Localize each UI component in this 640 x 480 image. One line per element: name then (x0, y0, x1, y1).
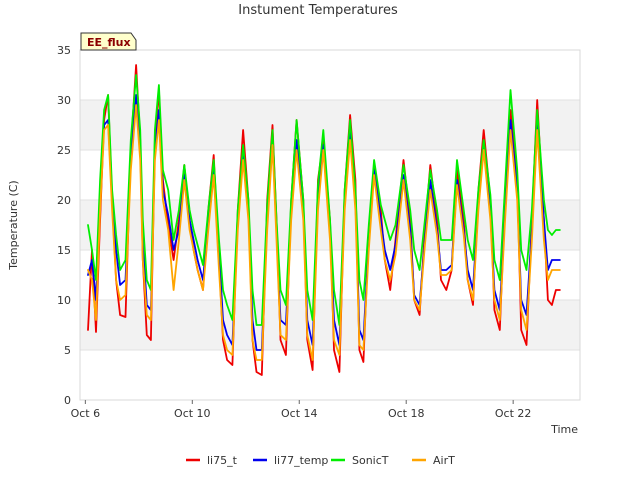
y-axis-ticks: 0 5 10 15 20 25 30 35 (57, 44, 71, 407)
y-tick-label: 5 (64, 344, 71, 357)
series-line-SonicT (87, 74, 561, 326)
x-tick-label: Oct 10 (174, 407, 211, 420)
x-axis-label: Time (550, 423, 578, 436)
badge-shape (80, 32, 137, 51)
legend-item-SonicT: SonicT (331, 454, 389, 467)
x-axis-ticks: Oct 6 Oct 10 Oct 14 Oct 18 Oct 22 (71, 400, 532, 420)
legend-label: li77_temp (274, 454, 328, 467)
x-tick-label: Oct 14 (281, 407, 318, 420)
y-tick-label: 15 (57, 244, 71, 257)
series-layer (87, 64, 561, 376)
legend-label: AirT (433, 454, 455, 467)
x-tick-label: Oct 6 (71, 407, 101, 420)
badge-label: EE_flux (87, 36, 131, 49)
legend: li75_t li77_temp SonicT AirT (186, 454, 455, 467)
legend-item-li77_temp: li77_temp (253, 454, 328, 467)
legend-label: SonicT (352, 454, 389, 467)
y-tick-label: 30 (57, 94, 71, 107)
y-tick-label: 10 (57, 294, 71, 307)
y-tick-label: 20 (57, 194, 71, 207)
legend-item-li75_t: li75_t (186, 454, 238, 467)
ee-flux-badge: EE_flux (80, 32, 137, 51)
plot-frame (79, 49, 581, 401)
chart-title: Instument Temperatures (238, 3, 398, 18)
x-tick-label: Oct 18 (388, 407, 425, 420)
legend-label: li75_t (207, 454, 238, 467)
y-tick-label: 35 (57, 44, 71, 57)
y-tick-label: 25 (57, 144, 71, 157)
series-line-AirT (87, 104, 561, 361)
plot-band (80, 300, 580, 350)
legend-item-AirT: AirT (412, 454, 455, 467)
x-tick-label: Oct 22 (495, 407, 532, 420)
y-axis-label: Temperature (C) (7, 180, 20, 270)
plot-band (80, 100, 580, 150)
y-tick-label: 0 (64, 394, 71, 407)
